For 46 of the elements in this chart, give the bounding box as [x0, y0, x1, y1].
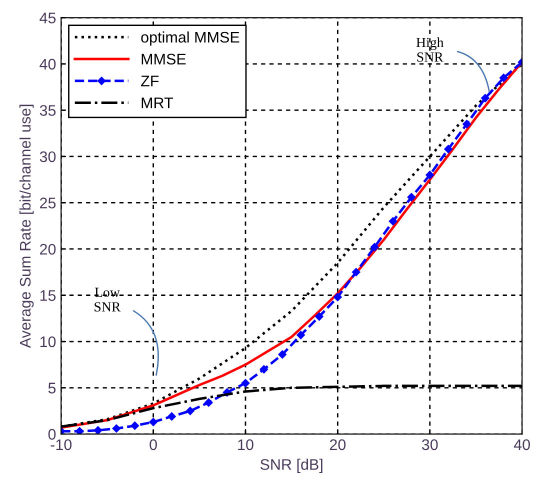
point [260, 365, 268, 374]
point [112, 424, 121, 433]
y-tick-label: 30 [40, 151, 56, 162]
point [388, 217, 398, 226]
point [296, 330, 305, 340]
y-tick-label: 35 [40, 105, 56, 116]
point [149, 418, 158, 426]
point [204, 398, 213, 407]
legend-label: ZF [141, 76, 159, 86]
point [130, 422, 139, 430]
point [186, 406, 194, 416]
point [426, 170, 434, 180]
point [481, 94, 490, 102]
point [315, 312, 324, 321]
point [407, 193, 416, 202]
y-tick-label: 5 [48, 382, 56, 394]
point [241, 379, 250, 388]
point [334, 292, 342, 302]
y-tick-label: 0 [48, 428, 56, 440]
point [370, 243, 379, 252]
point [278, 350, 286, 359]
point [94, 426, 102, 434]
x-tick-label: 10 [238, 439, 254, 450]
y-tick-label: 25 [40, 198, 56, 208]
point [499, 74, 508, 82]
annotation: High SNR [416, 37, 444, 62]
legend-label: MMSE [142, 54, 186, 65]
y-tick-label: 40 [40, 58, 56, 70]
y-tick-label: 20 [40, 244, 56, 255]
point [352, 268, 360, 276]
y-axis-title: Average Sum Rate [bit/channel use] [19, 104, 34, 348]
point [462, 120, 471, 128]
x-tick-label: 0 [150, 439, 157, 450]
point [168, 412, 176, 421]
x-tick-label: 40 [514, 439, 530, 450]
y-tick-label: 15 [40, 290, 56, 301]
point [75, 427, 84, 434]
x-tick-label: -10 [50, 439, 72, 450]
x-axis-title: SNR [dB] [260, 458, 322, 473]
x-tick-label: 20 [330, 439, 346, 450]
x-tick-label: 30 [422, 439, 438, 450]
legend-label: optimal MMSE [141, 31, 240, 46]
y-tick-label: 45 [40, 12, 56, 24]
point [444, 144, 452, 154]
y-tick-label: 10 [40, 336, 56, 348]
legend-label: MRT [142, 98, 174, 108]
